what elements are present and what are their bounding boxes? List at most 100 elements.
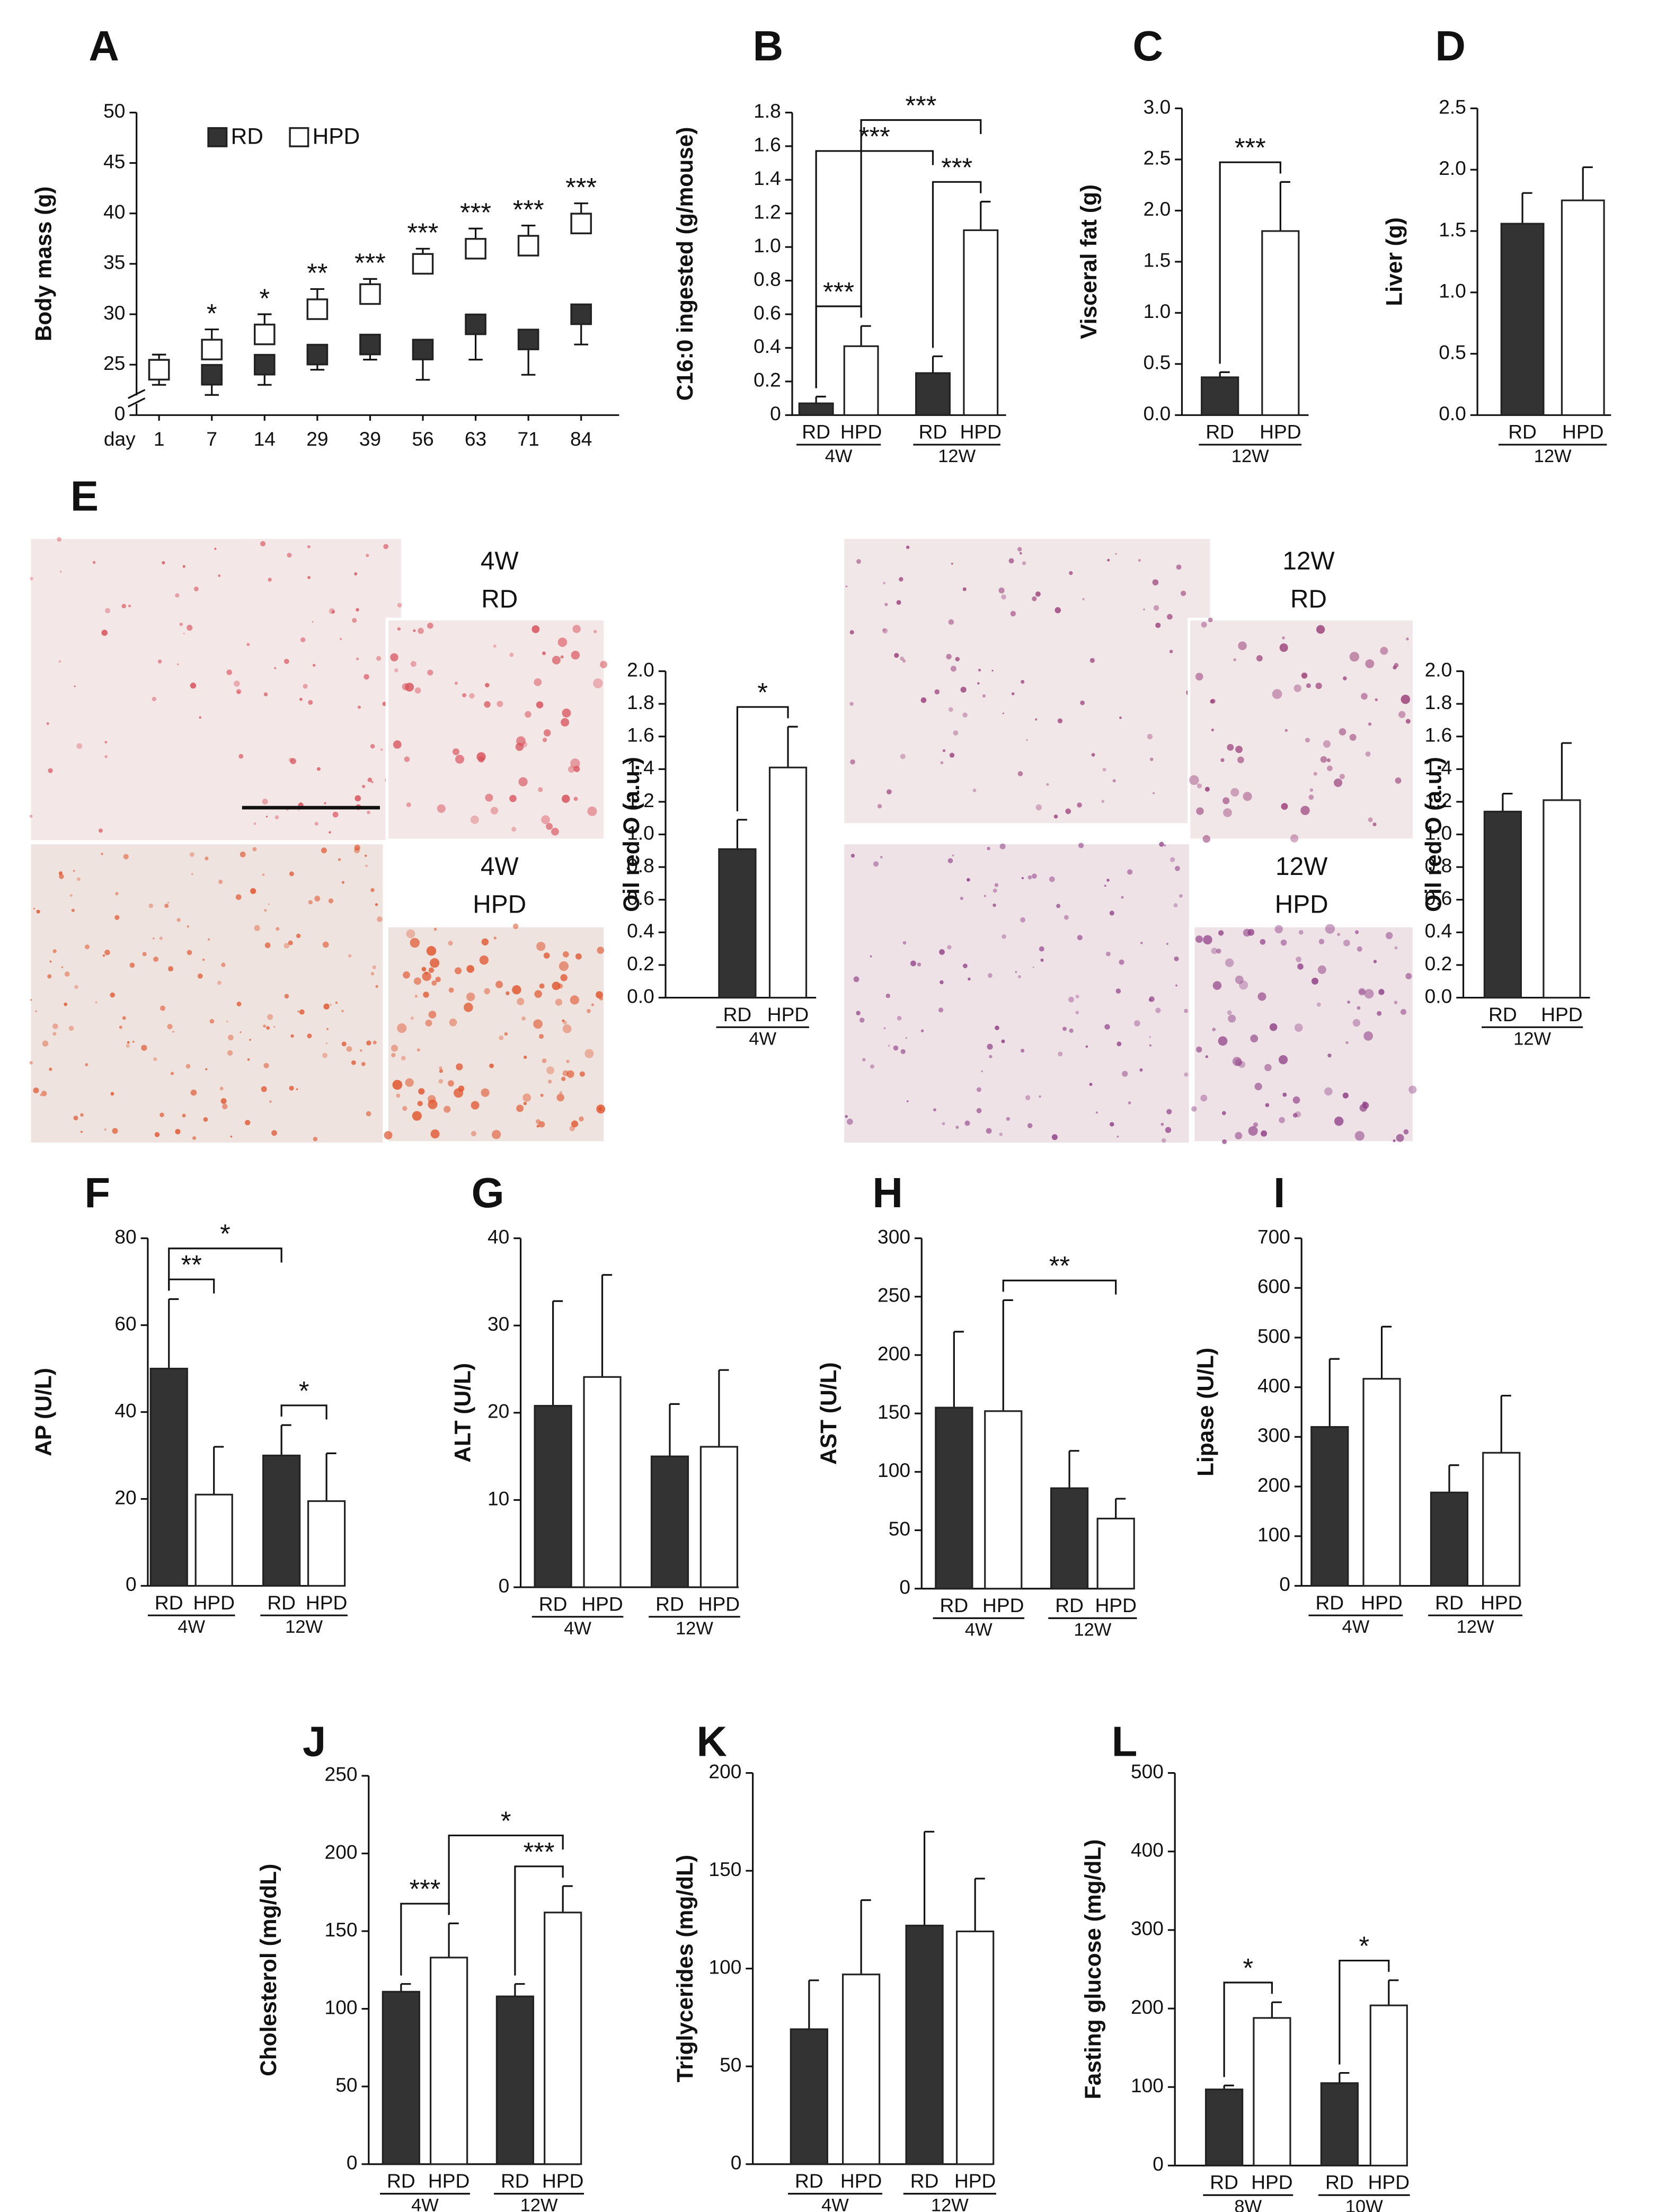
stain-dot: [326, 1028, 329, 1030]
stain-dot: [448, 987, 454, 993]
stain-dot: [521, 1016, 526, 1021]
stain-dot: [920, 697, 927, 703]
stain-dot: [1127, 869, 1133, 875]
stain-dot: [1339, 728, 1346, 736]
y-tick-label: 200: [878, 1342, 910, 1365]
stain-dot: [1222, 1139, 1227, 1144]
y-tick-label: 2.5: [1144, 147, 1171, 169]
stain-dot: [426, 946, 437, 956]
stain-dot: [1102, 767, 1106, 772]
stain-dot: [354, 572, 358, 576]
stain-dot: [1027, 1123, 1033, 1128]
x-tick-label: 7: [206, 428, 217, 450]
stain-dot: [364, 674, 369, 680]
stain-dot: [1205, 1055, 1209, 1058]
stain-dot: [546, 1066, 555, 1075]
stain-dot: [469, 693, 475, 699]
x-tick-label: 29: [306, 428, 328, 450]
significance-bracket: [514, 1865, 564, 1976]
stain-dot: [205, 1068, 208, 1070]
y-tick-label: 300: [1131, 1917, 1164, 1940]
stain-dot: [132, 1040, 135, 1043]
stain-dot: [254, 925, 260, 931]
stain-dot: [557, 638, 568, 647]
stain-dot: [287, 553, 292, 558]
stain-dot: [1169, 650, 1173, 653]
category-label: HPD: [767, 1003, 809, 1025]
stain-dot: [882, 628, 888, 634]
panel-letter: B: [753, 22, 784, 69]
stain-dot: [418, 627, 424, 634]
stain-dot: [112, 1128, 118, 1134]
stain-dot: [504, 1032, 508, 1036]
stain-dot: [1021, 1049, 1025, 1053]
stain-dot: [1035, 804, 1042, 811]
y-tick-label: 600: [1257, 1275, 1290, 1297]
category-label: RD: [795, 2170, 823, 2192]
stain-dot: [126, 1043, 130, 1048]
stain-dot: [264, 909, 267, 912]
stain-dot: [598, 1107, 602, 1111]
stain-dot: [33, 907, 36, 910]
stain-dot: [341, 1041, 347, 1047]
stain-dot: [361, 1061, 366, 1066]
stain-dot: [1243, 792, 1252, 801]
stain-dot: [71, 908, 75, 912]
stain-dot: [74, 685, 76, 687]
stain-dot: [219, 1086, 224, 1091]
bar: [1369, 2004, 1408, 2166]
significance-label: ***: [513, 194, 544, 224]
bar: [843, 345, 879, 416]
stain-dot: [1025, 1095, 1031, 1101]
stain-dot: [942, 1122, 945, 1126]
stain-dot: [1323, 740, 1331, 748]
stain-dot: [1282, 636, 1285, 640]
stain-dot: [102, 954, 105, 957]
stain-dot: [393, 740, 402, 749]
y-tick-label: 2.5: [1439, 95, 1466, 118]
y-tick-label: 1.0: [1425, 821, 1452, 844]
stain-dot: [1106, 879, 1110, 882]
y-tick-label: 0.2: [627, 952, 654, 975]
y-tick-label: 1.5: [1144, 249, 1171, 271]
stain-dot: [329, 831, 331, 834]
stain-dot: [413, 977, 421, 985]
category-label: RD: [1315, 1591, 1344, 1614]
stain-dot: [49, 960, 52, 963]
stain-dot: [1375, 698, 1378, 702]
stain-dot: [68, 1025, 74, 1031]
y-tick-label: 0.8: [754, 268, 781, 290]
stain-dot: [262, 799, 268, 805]
stain-dot: [953, 730, 959, 736]
stain-dot: [1212, 1028, 1216, 1032]
stain-dot: [36, 909, 40, 914]
stain-dot: [551, 827, 559, 836]
stain-dot: [1153, 792, 1155, 794]
stain-dot: [245, 1120, 251, 1126]
stain-dot: [35, 1010, 37, 1012]
bar: [1362, 1378, 1401, 1587]
stain-dot: [560, 655, 564, 659]
stain-dot: [253, 822, 256, 825]
y-tick-label: 50: [103, 100, 125, 122]
stain-dot: [1297, 963, 1304, 970]
stain-dot: [972, 789, 977, 792]
y-tick-label: 0.4: [1425, 919, 1452, 942]
stain-dot: [546, 823, 553, 830]
stain-dot: [189, 852, 194, 857]
stain-dot: [329, 608, 335, 614]
y-tick-label: 500: [1257, 1325, 1290, 1347]
stain-dot: [405, 1078, 414, 1087]
stain-dot: [80, 1113, 84, 1117]
y-tick-label: 1.6: [627, 724, 654, 746]
y-tick-label: 25: [103, 352, 125, 374]
stain-dot: [1212, 981, 1222, 990]
y-tick-label: 0: [114, 402, 126, 424]
stain-dot: [262, 873, 265, 876]
stain-dot: [187, 624, 193, 631]
y-axis-label: Lipase (U/L): [1194, 1348, 1219, 1476]
stain-dot: [1010, 610, 1016, 617]
stain-dot: [1359, 1104, 1367, 1112]
stain-dot: [484, 988, 490, 995]
